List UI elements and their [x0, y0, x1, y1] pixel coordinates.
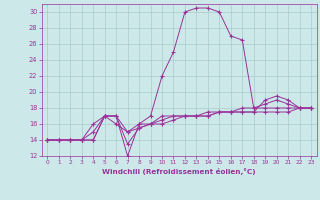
- X-axis label: Windchill (Refroidissement éolien,°C): Windchill (Refroidissement éolien,°C): [102, 168, 256, 175]
